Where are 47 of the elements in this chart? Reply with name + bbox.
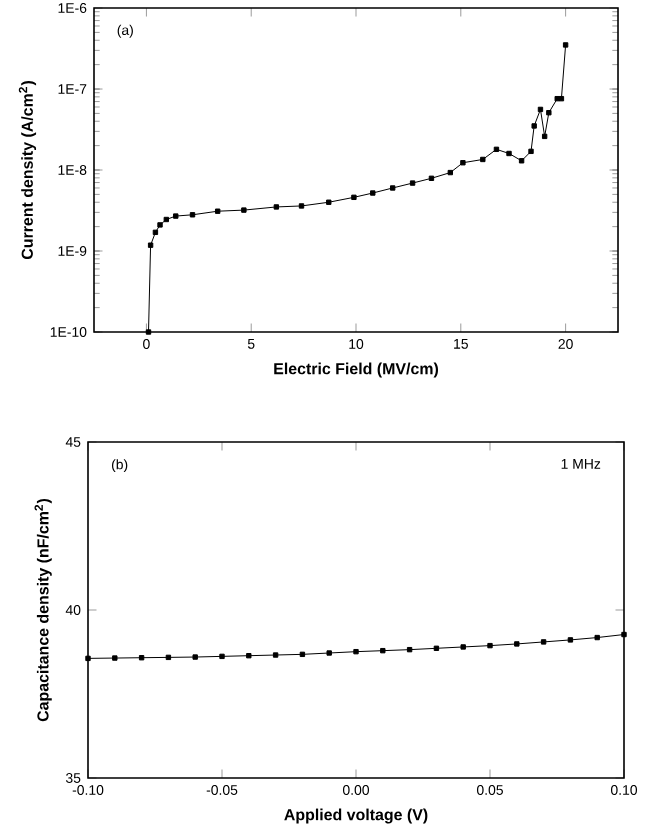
- point: [145, 329, 152, 335]
- point: [514, 641, 520, 647]
- point: [241, 207, 247, 213]
- point: [157, 222, 163, 228]
- point: [389, 185, 396, 191]
- point: [214, 208, 221, 214]
- point: [380, 647, 386, 654]
- point: [546, 110, 552, 116]
- point: [621, 631, 627, 638]
- point: [540, 639, 547, 645]
- point: [189, 212, 196, 218]
- point: [326, 199, 332, 205]
- point: [112, 655, 118, 661]
- point: [460, 644, 466, 650]
- point: [428, 175, 435, 181]
- point: [480, 156, 486, 163]
- point: [152, 229, 159, 236]
- point: [246, 653, 252, 659]
- point: [567, 637, 574, 643]
- point: [370, 190, 376, 196]
- point: [531, 123, 537, 129]
- point: [594, 634, 600, 641]
- point: [298, 203, 305, 209]
- point: [173, 213, 179, 219]
- point: [273, 204, 280, 210]
- point: [518, 158, 525, 164]
- point: [85, 655, 91, 662]
- point: [326, 650, 332, 656]
- point: [351, 194, 357, 201]
- point: [272, 652, 279, 658]
- point: [447, 169, 454, 176]
- point: [163, 216, 170, 223]
- point: [562, 42, 569, 48]
- point: [138, 655, 145, 661]
- point: [433, 645, 440, 651]
- point: [506, 150, 512, 157]
- point: [409, 180, 416, 186]
- point: [353, 648, 359, 655]
- point: [554, 95, 560, 102]
- point: [460, 160, 466, 166]
- point: [487, 642, 493, 649]
- point: [528, 148, 534, 155]
- point: [147, 242, 154, 248]
- point: [219, 653, 225, 660]
- point: [558, 95, 565, 102]
- point: [493, 146, 500, 153]
- point: [192, 654, 198, 660]
